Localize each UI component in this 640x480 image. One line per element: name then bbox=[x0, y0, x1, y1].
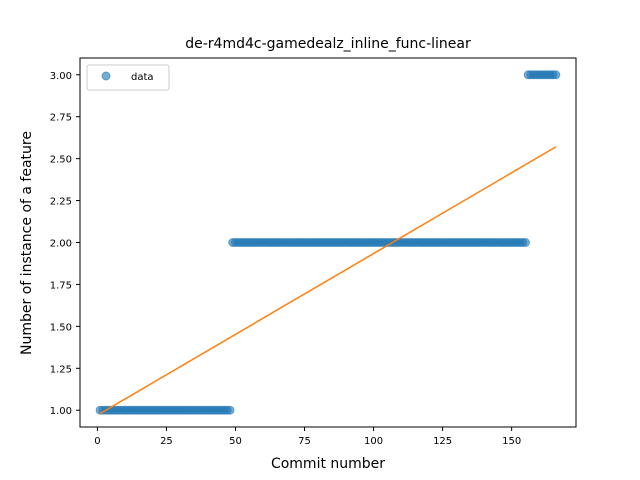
data-marks bbox=[95, 70, 561, 415]
x-tick-label: 125 bbox=[433, 436, 452, 447]
legend-marker-data bbox=[101, 71, 111, 81]
data-point bbox=[551, 70, 561, 80]
y-tick-label: 2.25 bbox=[50, 197, 72, 208]
chart-title: de-r4md4c-gamedealz_inline_func-linear bbox=[185, 36, 471, 52]
y-axis: 1.00 1.25 1.50 1.75 2.00 2.25 2.50 2.75 3.00 bbox=[50, 71, 80, 417]
y-tick-label: 1.25 bbox=[50, 364, 72, 375]
fit-line bbox=[99, 146, 557, 415]
x-axis-label: Commit number bbox=[271, 456, 385, 472]
y-tick-label: 2.00 bbox=[50, 239, 72, 250]
x-tick-label: 100 bbox=[364, 436, 383, 447]
x-tick-label: 75 bbox=[298, 436, 311, 447]
x-tick-label: 0 bbox=[94, 436, 100, 447]
legend-box bbox=[86, 64, 170, 91]
x-tick-label: 150 bbox=[502, 436, 521, 447]
y-tick-label: 2.75 bbox=[50, 113, 72, 124]
y-tick-label: 2.50 bbox=[50, 155, 72, 166]
legend: data bbox=[86, 64, 170, 91]
data-point bbox=[225, 405, 235, 415]
x-tick-label: 25 bbox=[160, 436, 173, 447]
y-tick-label: 1.00 bbox=[50, 406, 72, 417]
y-tick-label: 1.50 bbox=[50, 322, 72, 333]
x-tick-label: 50 bbox=[229, 436, 242, 447]
x-axis: 0 25 50 75 100 125 150 bbox=[94, 427, 521, 447]
legend-label-data: data bbox=[131, 72, 154, 83]
y-tick-label: 3.00 bbox=[50, 71, 72, 82]
y-tick-label: 1.75 bbox=[50, 280, 72, 291]
data-point bbox=[520, 238, 530, 247]
y-axis-label: Number of instance of a feature bbox=[19, 131, 35, 355]
